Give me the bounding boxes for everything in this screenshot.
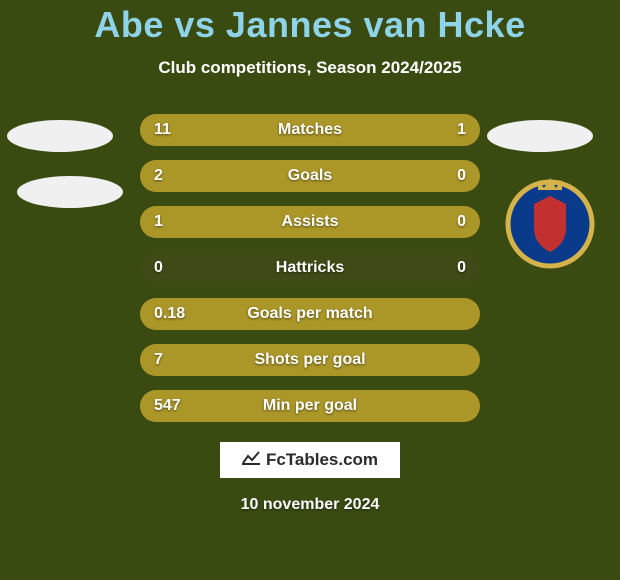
stat-value-left: 0.18: [154, 305, 185, 323]
stat-bar-row: 1 Assists 0: [140, 206, 480, 238]
stat-bar-row: 547 Min per goal: [140, 390, 480, 422]
stat-value-left: 547: [154, 397, 181, 415]
date-text: 10 november 2024: [241, 496, 380, 514]
club-crest-icon: [500, 170, 600, 270]
stat-bar-row: 0.18 Goals per match: [140, 298, 480, 330]
comparison-infographic: Abe vs Jannes van Hcke Club competitions…: [0, 0, 620, 580]
player-a-avatar-placeholder: [7, 120, 113, 152]
stat-value-left: 0: [154, 259, 163, 277]
player-b-avatar-placeholder: [487, 120, 593, 152]
stat-label: Shots per goal: [254, 351, 365, 369]
page-subtitle: Club competitions, Season 2024/2025: [158, 58, 461, 78]
stat-value-right: 0: [457, 167, 466, 185]
player-b-club-badge: [500, 170, 600, 270]
stat-label: Matches: [278, 121, 342, 139]
stat-label: Goals per match: [247, 305, 372, 323]
stat-value-left: 7: [154, 351, 163, 369]
stat-value-right: 1: [457, 121, 466, 139]
chart-line-icon: [242, 451, 260, 469]
stat-label: Goals: [288, 167, 332, 185]
bar-fill-right: [412, 114, 480, 146]
stat-value-left: 2: [154, 167, 163, 185]
stat-label: Assists: [282, 213, 339, 231]
stat-bar-row: 11 Matches 1: [140, 114, 480, 146]
bar-fill-left: [140, 114, 412, 146]
stat-bar-row: 7 Shots per goal: [140, 344, 480, 376]
player-a-club-placeholder: [17, 176, 123, 208]
stat-value-right: 0: [457, 259, 466, 277]
stat-bar-row: 2 Goals 0: [140, 160, 480, 192]
stat-bar-row: 0 Hattricks 0: [140, 252, 480, 284]
stat-value-right: 0: [457, 213, 466, 231]
source-badge: FcTables.com: [220, 442, 400, 478]
source-text: FcTables.com: [266, 450, 378, 470]
stat-bars: 11 Matches 1 2 Goals 0 1 Assists 0 0 Hattricks 0 0.1…: [140, 114, 480, 422]
stat-label: Hattricks: [276, 259, 344, 277]
page-title: Abe vs Jannes van Hcke: [94, 4, 525, 46]
stat-label: Min per goal: [263, 397, 357, 415]
stat-value-left: 11: [154, 121, 171, 139]
stat-value-left: 1: [154, 213, 163, 231]
